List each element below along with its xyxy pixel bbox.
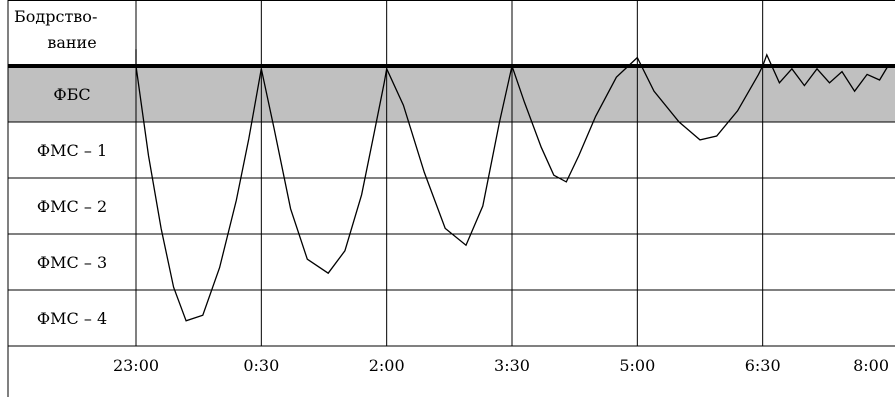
x-tick-label: 2:00 [369, 356, 405, 375]
sleep-depth-line [135, 49, 889, 322]
x-tick-label: 23:00 [113, 356, 159, 375]
stage-label: ФМС – 4 [37, 309, 107, 328]
x-tick-label: 8:00 [853, 356, 889, 375]
highlight-band-fbs [8, 66, 895, 122]
x-tick-label: 0:30 [243, 356, 279, 375]
stage-label: ФМС – 1 [37, 141, 107, 160]
stage-label: ФМС – 3 [37, 253, 107, 272]
stage-label: Бодрство-вание [14, 7, 97, 52]
x-tick-label: 5:00 [619, 356, 655, 375]
x-tick-labels: 23:00 0:30 2:00 3:30 5:00 6:30 8:00 [113, 356, 889, 375]
x-tick-label: 6:30 [745, 356, 781, 375]
stage-label: ФМС – 2 [37, 197, 107, 216]
grid-lines [7, 0, 895, 397]
x-tick-label: 3:30 [494, 356, 530, 375]
stage-label: ФБС [53, 85, 90, 104]
stage-labels: Бодрство-вание ФБС ФМС – 1 ФМС – 2 ФМС – 3 ФМ… [14, 7, 107, 328]
